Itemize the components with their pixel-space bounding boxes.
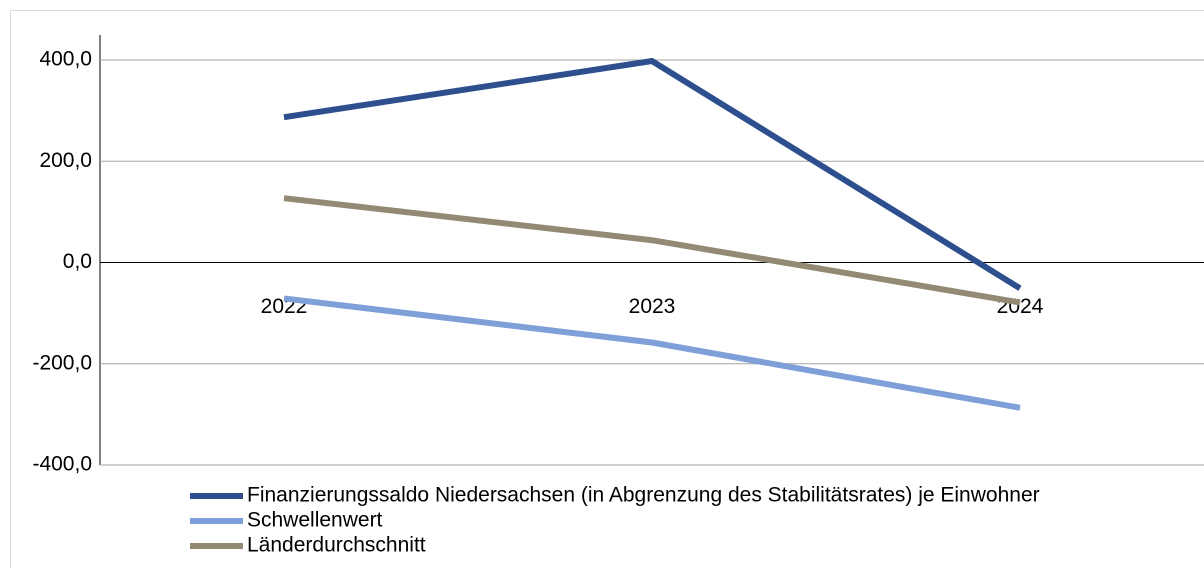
chart-border: [10, 10, 1204, 568]
legend-label: Schwellenwert: [247, 509, 383, 532]
y-tick-label: 200,0: [39, 149, 92, 172]
x-tick-label: 2023: [629, 295, 676, 318]
series-line: [283, 58, 1022, 291]
y-tick-label: -200,0: [32, 351, 92, 374]
series-line: [283, 195, 1021, 306]
legend-label: Länderdurchschnitt: [247, 534, 426, 557]
y-tick-label: 400,0: [39, 48, 92, 71]
series-line: [283, 295, 1021, 411]
legend-label: Finanzierungssaldo Niedersachsen (in Abg…: [247, 484, 1040, 507]
y-tick-label: 0,0: [63, 250, 92, 273]
y-tick-label: -400,0: [32, 453, 92, 476]
